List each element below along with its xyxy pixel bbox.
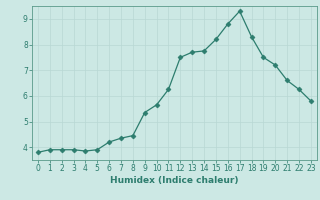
X-axis label: Humidex (Indice chaleur): Humidex (Indice chaleur) [110,176,239,185]
